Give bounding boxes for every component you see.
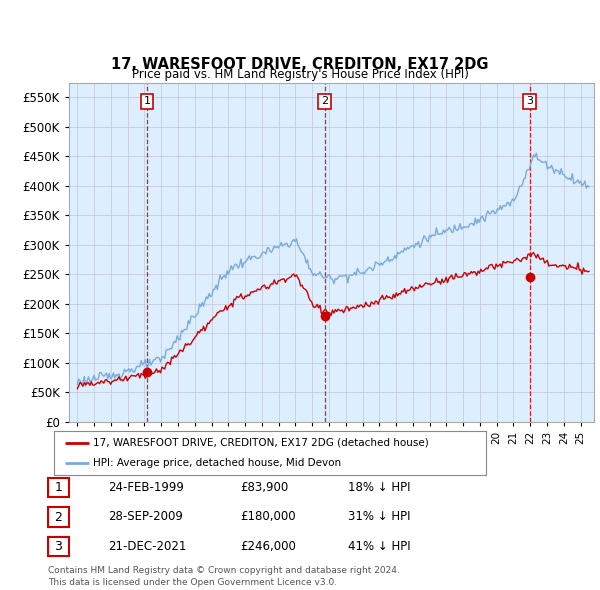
- Text: £83,900: £83,900: [240, 481, 288, 494]
- Text: 2: 2: [55, 510, 62, 524]
- Text: 1: 1: [143, 97, 151, 106]
- Text: 17, WARESFOOT DRIVE, CREDITON, EX17 2DG (detached house): 17, WARESFOOT DRIVE, CREDITON, EX17 2DG …: [93, 438, 428, 448]
- Text: 18% ↓ HPI: 18% ↓ HPI: [348, 481, 410, 494]
- Text: 31% ↓ HPI: 31% ↓ HPI: [348, 510, 410, 523]
- Text: 2: 2: [321, 97, 328, 106]
- Text: 24-FEB-1999: 24-FEB-1999: [108, 481, 184, 494]
- Text: Contains HM Land Registry data © Crown copyright and database right 2024.
This d: Contains HM Land Registry data © Crown c…: [48, 566, 400, 587]
- Text: 3: 3: [526, 97, 533, 106]
- Text: 28-SEP-2009: 28-SEP-2009: [108, 510, 183, 523]
- Text: £180,000: £180,000: [240, 510, 296, 523]
- Text: 1: 1: [55, 481, 62, 494]
- Text: 17, WARESFOOT DRIVE, CREDITON, EX17 2DG: 17, WARESFOOT DRIVE, CREDITON, EX17 2DG: [111, 57, 489, 72]
- Text: 3: 3: [55, 540, 62, 553]
- Text: HPI: Average price, detached house, Mid Devon: HPI: Average price, detached house, Mid …: [93, 458, 341, 468]
- Text: 41% ↓ HPI: 41% ↓ HPI: [348, 540, 410, 553]
- Text: £246,000: £246,000: [240, 540, 296, 553]
- Text: 21-DEC-2021: 21-DEC-2021: [108, 540, 187, 553]
- Text: Price paid vs. HM Land Registry's House Price Index (HPI): Price paid vs. HM Land Registry's House …: [131, 68, 469, 81]
